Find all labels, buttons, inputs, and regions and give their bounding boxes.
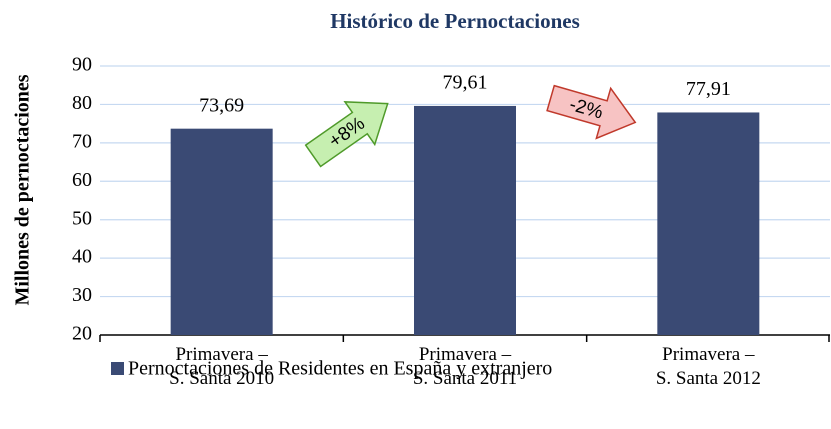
value-label: 79,61: [443, 72, 488, 94]
arrow-shape: [304, 101, 389, 168]
y-axis-label: Millones de pernoctaciones: [12, 74, 34, 305]
value-label: 77,91: [686, 78, 731, 100]
legend-swatch: [111, 362, 124, 375]
y-tick-label: 80: [72, 92, 92, 114]
value-label: 73,69: [199, 94, 244, 116]
x-tick-label: Primavera – S. Santa 2010: [169, 344, 275, 389]
bar: [170, 128, 273, 335]
x-tick-label: Primavera – S. Santa 2011: [412, 344, 518, 389]
increase-arrow: +8%: [304, 101, 389, 168]
legend-label: Pernoctaciones de Residentes en España y…: [128, 358, 552, 380]
y-tick-label: 40: [72, 246, 92, 268]
y-tick-label: 30: [72, 284, 92, 306]
chart-title: Histórico de Pernoctaciones: [330, 9, 580, 33]
y-tick-label: 50: [72, 207, 92, 229]
y-tick-label: 70: [72, 130, 92, 152]
bar: [657, 112, 760, 335]
y-tick-label: 20: [72, 323, 92, 345]
y-tick-label: 60: [72, 169, 92, 191]
decrease-arrow: -2%: [546, 84, 637, 140]
y-tick-label: 90: [72, 54, 92, 76]
arrow-shape: [546, 84, 637, 140]
x-tick-label: Primavera – S. Santa 2012: [655, 344, 761, 389]
bar: [414, 105, 516, 336]
